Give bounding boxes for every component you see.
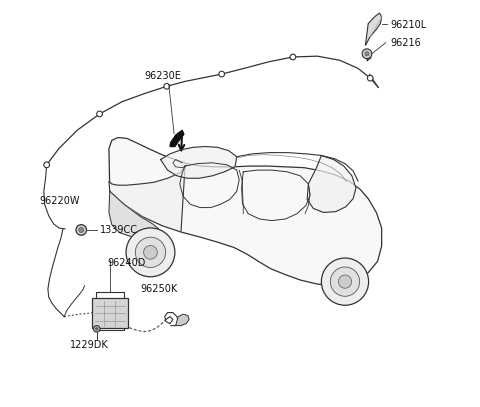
Circle shape	[94, 326, 100, 332]
Text: 96250K: 96250K	[140, 284, 178, 294]
Polygon shape	[109, 191, 158, 237]
Circle shape	[290, 54, 296, 60]
Polygon shape	[176, 314, 189, 326]
Text: 96220W: 96220W	[40, 197, 80, 206]
Circle shape	[135, 237, 166, 267]
Text: 96216: 96216	[391, 38, 421, 48]
Text: 96210L: 96210L	[391, 20, 427, 30]
Polygon shape	[170, 130, 184, 147]
Circle shape	[330, 267, 360, 296]
FancyBboxPatch shape	[92, 298, 128, 328]
Text: 96240D: 96240D	[108, 258, 146, 267]
Circle shape	[79, 228, 84, 232]
Circle shape	[76, 225, 86, 235]
Circle shape	[219, 71, 225, 77]
Circle shape	[96, 328, 98, 330]
Polygon shape	[365, 13, 382, 46]
Circle shape	[97, 111, 102, 117]
Circle shape	[44, 162, 49, 168]
Polygon shape	[307, 155, 356, 212]
Circle shape	[362, 49, 372, 59]
Text: 96230E: 96230E	[144, 71, 181, 81]
Polygon shape	[161, 147, 237, 178]
Polygon shape	[109, 166, 185, 232]
Circle shape	[144, 245, 157, 259]
Text: 1339CC: 1339CC	[99, 225, 138, 235]
Circle shape	[322, 258, 369, 305]
Polygon shape	[109, 138, 382, 286]
Circle shape	[365, 52, 369, 56]
Circle shape	[126, 228, 175, 277]
Text: 1229DK: 1229DK	[70, 340, 109, 350]
Circle shape	[367, 75, 373, 81]
Circle shape	[338, 275, 352, 288]
Circle shape	[164, 83, 169, 89]
